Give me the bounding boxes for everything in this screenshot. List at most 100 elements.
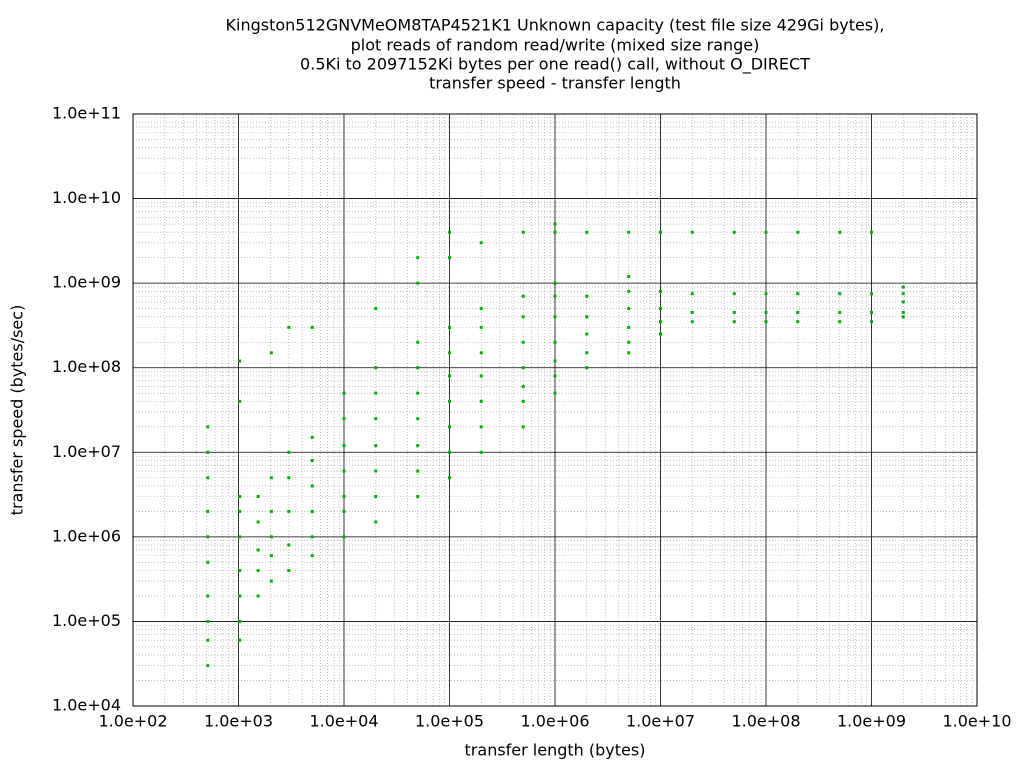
point (479, 241, 483, 245)
point (416, 495, 420, 499)
point (553, 294, 557, 298)
point (585, 351, 589, 355)
point (690, 292, 694, 296)
point (479, 307, 483, 311)
y-tick-label: 1.0e+09 (52, 273, 121, 292)
point (901, 315, 905, 319)
point (479, 374, 483, 378)
point (764, 320, 768, 324)
point (269, 579, 273, 583)
point (256, 569, 260, 573)
title-line: 0.5Ki to 2097152Ki bytes per one read() … (300, 55, 810, 75)
point (448, 374, 451, 378)
point (627, 340, 631, 344)
point (521, 384, 525, 388)
point (342, 509, 346, 513)
title-line: Kingston512GNVMeOM8TAP4521K1 Unknown cap… (226, 16, 885, 35)
point (796, 292, 800, 296)
point (342, 469, 346, 473)
point (732, 310, 736, 314)
point (732, 292, 736, 296)
point (238, 359, 242, 363)
point (238, 535, 242, 539)
point (206, 619, 210, 623)
point (838, 292, 842, 296)
point (310, 554, 314, 558)
point (521, 294, 525, 298)
point (287, 476, 291, 480)
point (448, 450, 451, 454)
point (479, 450, 483, 454)
point (479, 351, 483, 355)
point (627, 351, 631, 355)
point (238, 509, 242, 513)
point (521, 399, 525, 403)
point (310, 435, 314, 439)
x-tick-label: 1.0e+10 (942, 712, 1011, 731)
point (659, 230, 662, 234)
point (585, 366, 589, 370)
point (310, 484, 314, 488)
point (342, 444, 346, 448)
point (690, 230, 694, 234)
point (206, 450, 210, 454)
point (342, 391, 346, 395)
title-line: transfer speed - transfer length (429, 74, 681, 93)
point (416, 256, 420, 260)
point (287, 325, 291, 329)
point (206, 476, 210, 480)
point (690, 310, 694, 314)
point (256, 495, 260, 499)
point (269, 351, 273, 355)
point (553, 359, 557, 363)
point (206, 594, 210, 598)
point (838, 310, 842, 314)
point (870, 320, 873, 324)
x-tick-label: 1.0e+04 (309, 712, 378, 731)
point (256, 594, 260, 598)
x-tick-label: 1.0e+03 (204, 712, 273, 731)
point (764, 230, 768, 234)
title-line: plot reads of random read/write (mixed s… (351, 36, 760, 55)
point (796, 310, 800, 314)
point (269, 535, 273, 539)
point (870, 292, 873, 296)
y-tick-label: 1.0e+06 (52, 526, 121, 545)
point (206, 509, 210, 513)
point (310, 325, 314, 329)
point (269, 509, 273, 513)
point (553, 222, 557, 226)
point (374, 391, 378, 395)
point (206, 535, 210, 539)
point (206, 664, 210, 668)
point (659, 307, 662, 311)
point (206, 560, 210, 564)
point (553, 315, 557, 319)
point (448, 351, 451, 355)
point (287, 569, 291, 573)
point (764, 310, 768, 314)
point (659, 332, 662, 336)
point (416, 469, 420, 473)
point (238, 399, 242, 403)
point (870, 230, 873, 234)
point (416, 444, 420, 448)
point (764, 292, 768, 296)
point (374, 307, 378, 311)
point (416, 340, 420, 344)
plot-frame (132, 113, 978, 707)
point (416, 366, 420, 370)
point (374, 417, 378, 421)
point (585, 294, 589, 298)
point (901, 292, 905, 296)
point (521, 366, 525, 370)
x-axis-label: transfer length (bytes) (465, 741, 646, 760)
point (521, 425, 525, 429)
point (901, 285, 905, 289)
point (416, 281, 420, 285)
point (374, 469, 378, 473)
point (553, 374, 557, 378)
point (448, 325, 451, 329)
